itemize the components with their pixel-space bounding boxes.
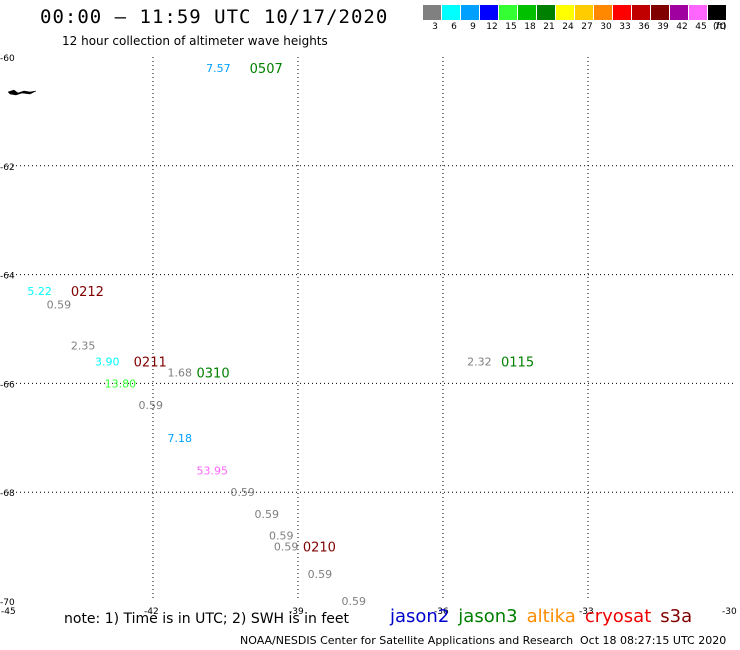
scale-label: 45 <box>695 22 707 32</box>
scale-label: 21 <box>543 22 555 32</box>
scale-swatch <box>499 5 517 20</box>
wave-height-value: 0.59 <box>255 508 280 521</box>
satellite-jason2: jason2 <box>390 606 450 627</box>
pass-time-label: 0310 <box>197 367 230 382</box>
scale-swatch <box>632 5 650 20</box>
scale-swatch <box>670 5 688 20</box>
scale-swatch <box>556 5 574 20</box>
wave-height-value: 0.59 <box>342 595 367 608</box>
scale-label: 24 <box>562 22 574 32</box>
x-tick-label: -36 <box>434 607 449 617</box>
chart-title: 00:00 – 11:59 UTC 10/17/2020 <box>40 6 389 28</box>
x-tick-label: -30 <box>722 607 737 617</box>
scale-swatch <box>423 5 441 20</box>
wave-height-value: 2.35 <box>71 339 96 352</box>
scale-swatch <box>575 5 593 20</box>
x-tick-label: -39 <box>289 607 304 617</box>
y-tick-label: -64 <box>0 272 15 282</box>
island-outline <box>7 89 37 96</box>
scale-swatch <box>461 5 479 20</box>
scale-swatch <box>689 5 707 20</box>
scale-label: 27 <box>581 22 593 32</box>
scale-swatch <box>594 5 612 20</box>
wave-height-value: 0.59 <box>308 568 333 581</box>
scale-label: 36 <box>638 22 650 32</box>
y-tick-label: -70 <box>0 598 15 608</box>
wave-height-value: 3.90 <box>95 356 120 369</box>
scale-swatch <box>651 5 669 20</box>
footnote: note: 1) Time is in UTC; 2) SWH is in fe… <box>64 611 350 627</box>
scale-swatch <box>518 5 536 20</box>
scale-swatch <box>537 5 555 20</box>
chart-subtitle: 12 hour collection of altimeter wave hei… <box>62 34 328 48</box>
scale-label: 33 <box>619 22 631 32</box>
scale-label: 18 <box>524 22 536 32</box>
wave-height-value: 0.59 <box>47 299 72 312</box>
wave-height-value: 2.32 <box>467 356 492 369</box>
grid-lines <box>8 57 733 601</box>
wave-height-value: 0.59 <box>274 541 299 554</box>
wave-height-value: 13.80 <box>105 377 136 390</box>
scale-label: 42 <box>676 22 688 32</box>
x-tick-label: -45 <box>1 607 16 617</box>
satellite-cryosat: cryosat <box>584 606 652 627</box>
axis-labels: -45 -42 -39 -36 -33 -30 -60 -62 -64 -66 -68 -70 <box>0 54 737 617</box>
wave-height-value: 53.95 <box>197 464 229 477</box>
scale-label: 70 <box>714 22 726 32</box>
scale-label: 30 <box>600 22 612 32</box>
satellite-altika: altika <box>526 606 576 627</box>
satellite-s3a: s3a <box>660 606 693 627</box>
y-tick-label: -68 <box>0 489 15 499</box>
scale-label: 3 <box>432 22 438 32</box>
wave-height-value: 1.68 <box>168 367 193 380</box>
wave-height-value: 7.18 <box>168 432 193 445</box>
y-tick-label: -66 <box>0 380 15 390</box>
x-tick-label: -33 <box>579 607 594 617</box>
land-features <box>7 89 37 96</box>
pass-time-label: 0115 <box>501 356 534 371</box>
wave-height-value: 0.59 <box>139 399 164 412</box>
y-tick-label: -62 <box>0 163 15 173</box>
satellite-legend: jason2 jason3 altika cryosat s3a <box>390 606 701 627</box>
credit-timestamp: Oct 18 08:27:15 UTC 2020 <box>580 634 727 647</box>
wave-height-value: 7.57 <box>206 62 231 75</box>
wave-height-value: 0.59 <box>230 486 255 499</box>
scale-swatch <box>480 5 498 20</box>
x-tick-label: -42 <box>144 607 159 617</box>
scale-label: 12 <box>486 22 498 32</box>
scale-unit: (ft) <box>713 22 727 32</box>
scale-label: 15 <box>505 22 517 32</box>
wave-height-value: 0.59 <box>269 530 294 543</box>
credit-line: NOAA/NESDIS Center for Satellite Applica… <box>240 634 574 647</box>
scale-label: 9 <box>470 22 476 32</box>
scale-label: 39 <box>657 22 669 32</box>
wave-height-value: 5.22 <box>27 285 52 298</box>
scale-swatch <box>613 5 631 20</box>
y-tick-label: -60 <box>0 54 15 64</box>
pass-time-label: 0507 <box>250 62 283 77</box>
wave-height-marks: 7.575.220.592.353.901.6813.800.597.1853.… <box>27 62 534 608</box>
pass-time-label: 0211 <box>134 356 167 371</box>
pass-time-label: 0210 <box>303 541 336 556</box>
satellite-jason3: jason3 <box>458 606 518 627</box>
pass-time-label: 0212 <box>71 285 104 300</box>
scale-swatch <box>442 5 460 20</box>
scale-label: 6 <box>451 22 457 32</box>
scale-swatch <box>708 5 726 20</box>
